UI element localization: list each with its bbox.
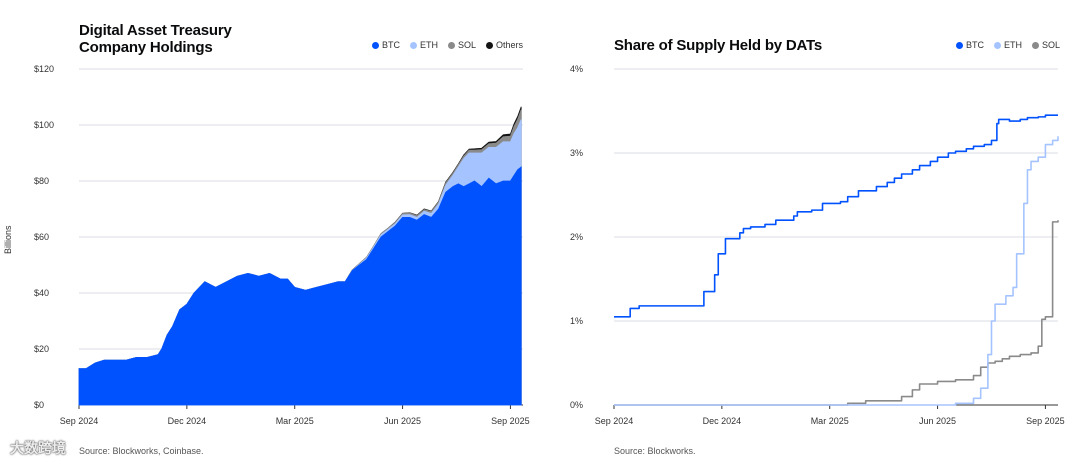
holdings-y-tick-label: $40 (34, 288, 49, 298)
holdings-legend-label-eth: ETH (419, 40, 438, 50)
holdings-legend-sol: SOL (447, 40, 476, 50)
supply-share-legend-dot-eth (993, 41, 1001, 49)
holdings-source-note: Source: Blockworks, Coinbase. (79, 446, 204, 456)
holdings-y-tick-label: $60 (34, 232, 49, 242)
holdings-x-tick-label: Sep 2025 (491, 416, 530, 426)
watermark-logo: 大数跨境 (10, 440, 66, 456)
holdings-x-tick-label: Sep 2024 (60, 416, 99, 426)
supply-share-line-sol (614, 220, 1059, 406)
holdings-y-tick-label: $20 (34, 344, 49, 354)
holdings-legend-btc: BTC (371, 40, 400, 50)
supply-share-chart-panel: Share of Supply Held by DATs BTC ETH SOL 0… (540, 0, 1080, 474)
holdings-area-chart: $0 $20 $40 $60 $80 $100 $120 Sep 2024 Dec 2024 Ma… (34, 64, 530, 426)
supply-share-legend: BTC ETH SOL (955, 40, 1060, 50)
supply-share-x-tick-label: Dec 2024 (703, 416, 742, 426)
holdings-legend-label-sol: SOL (457, 40, 476, 50)
supply-share-legend-btc: BTC (955, 40, 984, 50)
supply-share-y-tick-label: 4% (570, 64, 583, 74)
supply-share-line-chart: 0% 1% 2% 3% 4% Sep 2024 Dec 2024 Mar 2025 Jun 20… (570, 64, 1065, 426)
supply-share-source-note: Source: Blockworks. (614, 446, 696, 456)
holdings-legend-eth: ETH (409, 40, 438, 50)
supply-share-y-tick-label: 3% (570, 148, 583, 158)
supply-share-legend-label-btc: BTC (965, 40, 984, 50)
holdings-legend-label-btc: BTC (381, 40, 400, 50)
supply-share-line-btc (614, 114, 1058, 318)
holdings-legend-label-others: Others (495, 40, 523, 50)
holdings-x-tick-label: Jun 2025 (384, 416, 421, 426)
holdings-legend: BTC ETH SOL Others (371, 40, 523, 50)
holdings-chart-panel: Digital Asset Treasury Company Holdings … (3, 22, 530, 456)
holdings-legend-dot-eth (409, 41, 417, 49)
holdings-title-line-2: Company Holdings (79, 39, 213, 56)
supply-share-legend-dot-btc (955, 41, 963, 49)
holdings-legend-others: Others (485, 40, 523, 50)
holdings-legend-dot-sol (447, 41, 455, 49)
supply-share-x-tick-label: Mar 2025 (811, 416, 849, 426)
supply-share-x-tick-label: Jun 2025 (919, 416, 956, 426)
holdings-area-btc (78, 166, 522, 406)
supply-share-legend-label-sol: SOL (1041, 40, 1060, 50)
holdings-y-tick-label: $80 (34, 176, 49, 186)
holdings-x-tick-label: Dec 2024 (168, 416, 207, 426)
supply-share-line-eth (614, 136, 1059, 406)
holdings-x-tick-label: Mar 2025 (276, 416, 314, 426)
supply-share-legend-label-eth: ETH (1003, 40, 1022, 50)
holdings-y-tick-label: $0 (34, 400, 44, 410)
supply-share-y-tick-label: 1% (570, 316, 583, 326)
supply-share-x-tick-label: Sep 2025 (1026, 416, 1065, 426)
holdings-chart-title: Digital Asset Treasury Company Holdings (79, 22, 232, 56)
supply-share-x-tick-label: Sep 2024 (595, 416, 634, 426)
supply-share-y-tick-label: 0% (570, 400, 583, 410)
supply-share-legend-dot-sol (1031, 41, 1039, 49)
holdings-legend-dot-btc (371, 41, 379, 49)
supply-share-legend-eth: ETH (993, 40, 1022, 50)
supply-share-legend-sol: SOL (1031, 40, 1060, 50)
holdings-y-tick-label: $100 (34, 120, 54, 130)
holdings-legend-dot-others (485, 41, 493, 49)
supply-share-chart-title: Share of Supply Held by DATs (614, 37, 823, 54)
holdings-y-tick-label: $120 (34, 64, 54, 74)
supply-share-y-tick-label: 2% (570, 232, 583, 242)
holdings-title-line-1: Digital Asset Treasury (79, 22, 232, 39)
